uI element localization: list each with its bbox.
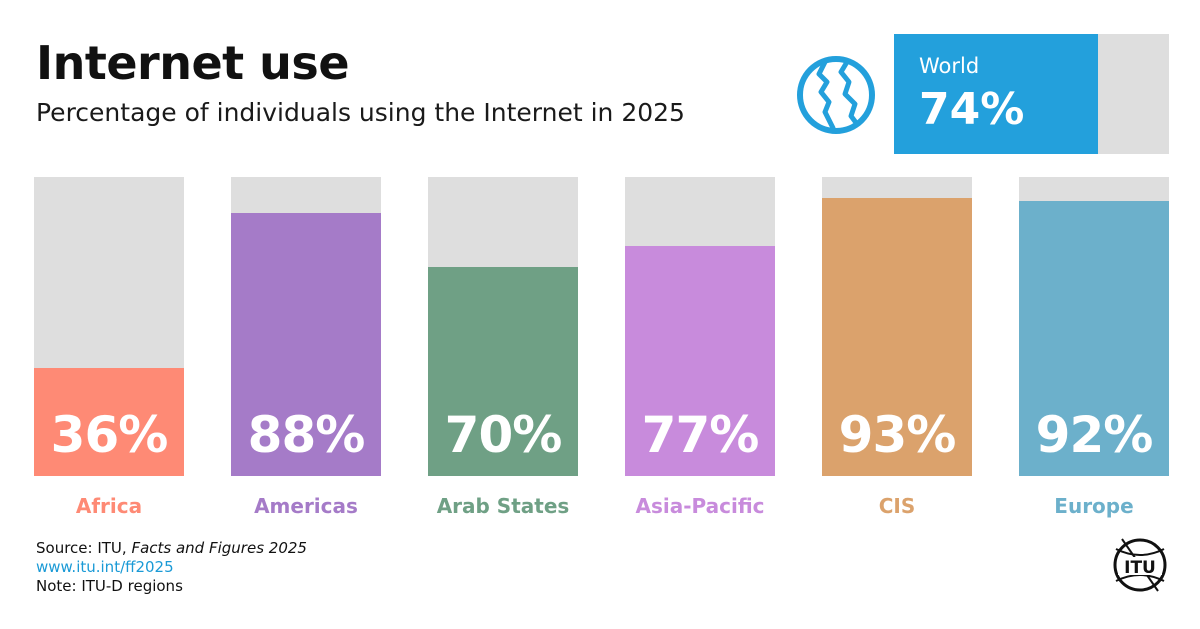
chart-title: Internet use <box>36 36 350 90</box>
bar-value-label-0: 36% <box>50 406 169 464</box>
source-link[interactable]: www.itu.int/ff2025 <box>36 558 174 576</box>
category-label-3: Asia-Pacific <box>635 494 765 518</box>
bar-3: 77% <box>625 245 775 476</box>
bar-value-label-3: 77% <box>641 406 760 464</box>
bar-2: 70% <box>428 266 578 476</box>
world-label: World <box>919 54 980 78</box>
chart-subtitle: Percentage of individuals using the Inte… <box>36 98 685 127</box>
bar-track-4: 93% <box>822 177 972 476</box>
regions-note: Note: ITU-D regions <box>36 577 183 595</box>
bar-value-label-5: 92% <box>1035 406 1154 464</box>
globe-icon <box>797 56 875 134</box>
source-title: Facts and Figures 2025 <box>131 539 307 557</box>
bar-4: 93% <box>822 197 972 476</box>
bar-value-label-1: 88% <box>247 406 366 464</box>
itu-logo-text: ITU <box>1124 558 1156 578</box>
category-label-2: Arab States <box>436 494 570 518</box>
category-label-4: CIS <box>878 494 916 518</box>
bar-track-1: 88% <box>231 177 381 476</box>
source-note: Source: ITU, Facts and Figures 2025 www.… <box>36 539 307 596</box>
category-label-0: Africa <box>75 494 143 518</box>
world-bar-fill: World 74% <box>894 34 1098 154</box>
bar-1: 88% <box>231 212 381 476</box>
bar-track-2: 70% <box>428 177 578 476</box>
category-label-5: Europe <box>1054 494 1134 518</box>
itu-logo: ITU <box>1113 538 1167 592</box>
bar-track-3: 77% <box>625 177 775 476</box>
bar-5: 92% <box>1019 200 1169 476</box>
bar-track-0: 36% <box>34 177 184 476</box>
category-label-1: Americas <box>254 494 358 518</box>
world-bar-track: World 74% <box>894 34 1169 154</box>
bar-track-5: 92% <box>1019 177 1169 476</box>
world-value: 74% <box>919 84 1025 135</box>
bar-value-label-2: 70% <box>444 406 563 464</box>
bar-value-label-4: 93% <box>838 406 957 464</box>
bar-0: 36% <box>34 368 184 476</box>
source-prefix: Source: ITU, <box>36 539 132 557</box>
